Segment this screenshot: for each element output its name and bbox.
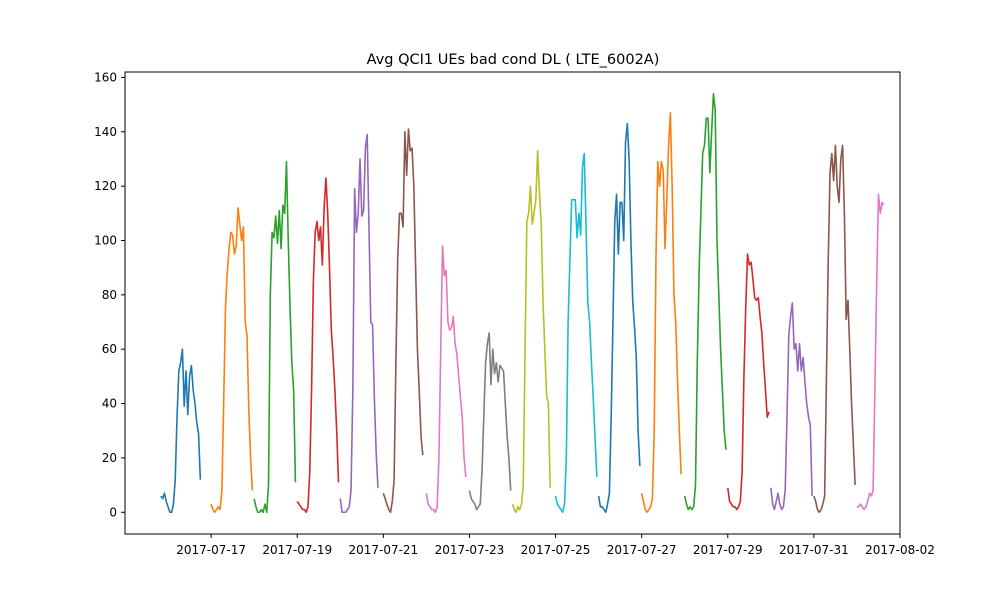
series-line-11 <box>597 122 641 514</box>
y-tick-label: 40 <box>102 397 117 411</box>
series-line-8 <box>468 332 512 511</box>
series-line-15 <box>770 302 813 511</box>
series-line-5 <box>339 133 379 514</box>
y-tick-label: 120 <box>94 179 117 193</box>
series-line-17 <box>856 193 885 511</box>
series-line-7 <box>425 245 467 514</box>
series-line-6 <box>382 128 424 514</box>
y-tick-label: 0 <box>109 505 117 519</box>
x-axis: 2017-07-17 2017-07-19 2017-07-21 2017-07-23… <box>176 534 935 557</box>
series-line-4 <box>296 177 340 514</box>
series-line-1 <box>160 348 202 514</box>
x-tick-label: 2017-07-31 <box>779 543 849 557</box>
chart-title: Avg QCI1 UEs bad cond DL ( LTE_6002A) <box>367 52 660 68</box>
y-tick-label: 100 <box>94 233 117 247</box>
series-layer <box>160 92 885 514</box>
series-line-12 <box>640 111 682 514</box>
series-line-9 <box>511 150 551 514</box>
x-tick-label: 2017-07-27 <box>607 543 677 557</box>
y-tick-label: 60 <box>102 342 117 356</box>
series-line-10 <box>554 152 598 514</box>
x-tick-label: 2017-07-21 <box>348 543 418 557</box>
series-line-16 <box>813 144 856 514</box>
x-tick-label: 2017-07-29 <box>693 543 763 557</box>
series-line-2 <box>210 207 254 514</box>
x-tick-label: 2017-07-23 <box>435 543 505 557</box>
y-tick-label: 20 <box>102 451 117 465</box>
y-axis: 0 20 40 60 80 100 120 140 160 <box>94 70 125 519</box>
series-line-13 <box>683 92 727 511</box>
x-tick-label: 2017-07-19 <box>262 543 332 557</box>
y-tick-label: 80 <box>102 288 117 302</box>
series-line-3 <box>253 160 297 514</box>
x-tick-label: 2017-07-17 <box>176 543 246 557</box>
x-tick-label: 2017-07-25 <box>521 543 591 557</box>
y-tick-label: 160 <box>94 70 117 84</box>
series-line-14 <box>726 253 770 511</box>
x-tick-label: 2017-08-02 <box>865 543 935 557</box>
y-tick-label: 140 <box>94 125 117 139</box>
plot-frame <box>124 71 901 535</box>
